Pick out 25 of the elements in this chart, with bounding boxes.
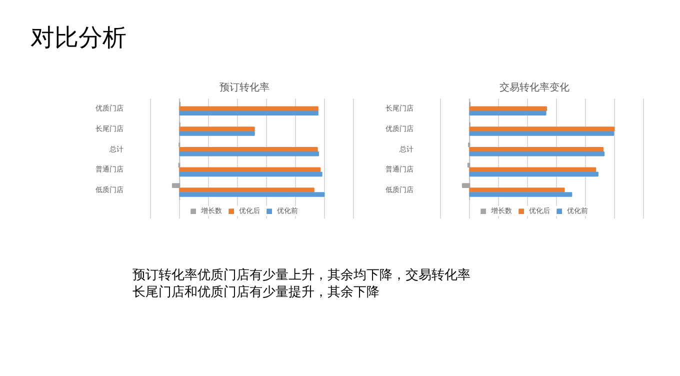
bar — [469, 192, 572, 197]
bar — [469, 167, 596, 172]
bar — [469, 151, 605, 156]
chart-title: 交易转化率变化 — [500, 82, 570, 94]
bar — [172, 183, 180, 188]
bar — [469, 188, 565, 192]
bar — [179, 172, 322, 177]
bar — [179, 188, 314, 192]
bar — [179, 192, 325, 197]
bar — [469, 146, 604, 152]
bar — [469, 172, 598, 177]
bar — [179, 131, 255, 136]
bar — [179, 146, 318, 152]
text: 预订转化率优质门店有少量上升，其余均下降，交易转化率 — [132, 267, 470, 283]
bar — [179, 151, 320, 156]
text: 长尾门店和优质门店有少量提升，其余下降 — [132, 284, 380, 300]
bar — [179, 167, 321, 172]
bar — [469, 131, 614, 136]
chart-title: 预订转化率 — [220, 82, 270, 94]
text: 对比分析 — [30, 24, 126, 52]
bar — [469, 110, 546, 116]
bar — [179, 110, 318, 116]
bar — [462, 183, 470, 188]
bar — [179, 126, 255, 132]
bar — [469, 126, 615, 132]
